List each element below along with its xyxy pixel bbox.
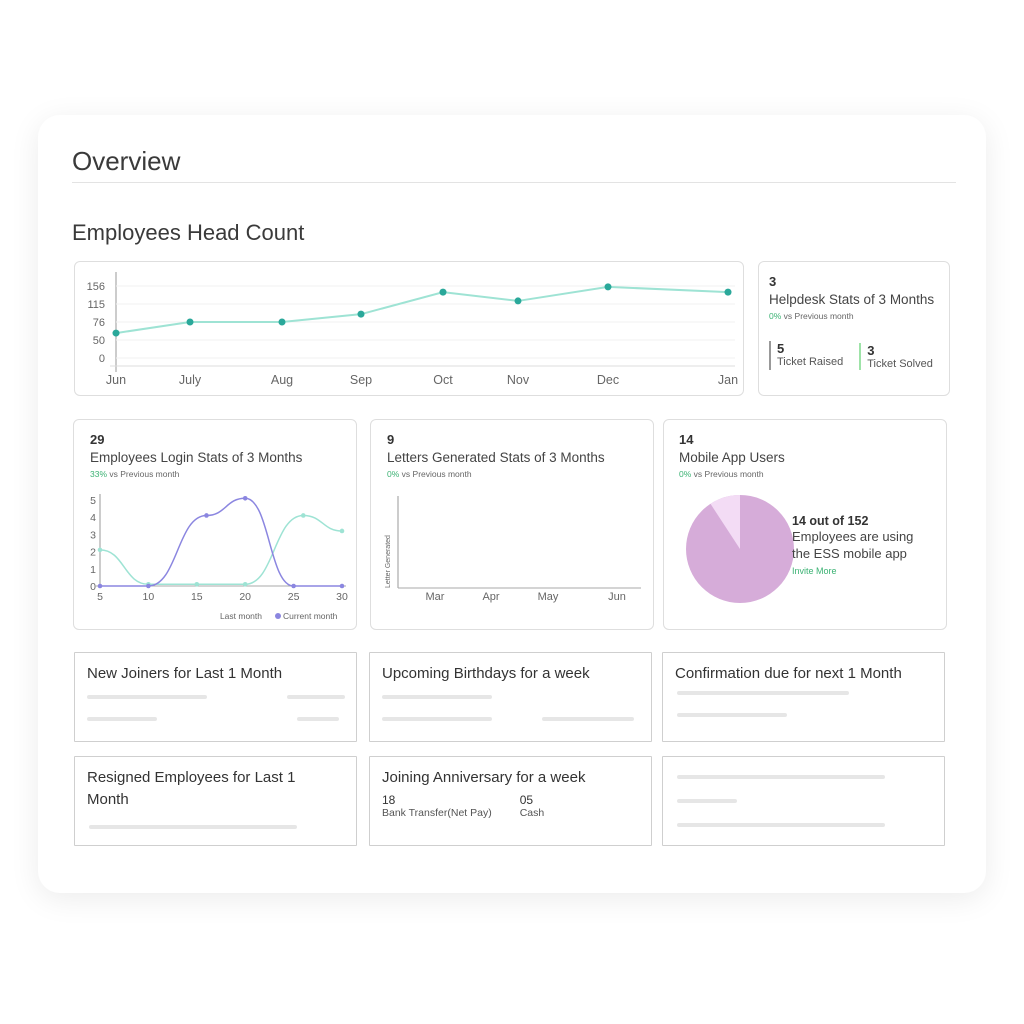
data-point xyxy=(204,513,209,518)
data-point xyxy=(194,581,200,587)
login-title: Employees Login Stats of 3 Months xyxy=(90,450,303,465)
placeholder-card xyxy=(662,756,945,846)
x-tick-label: Oct xyxy=(433,373,453,387)
letters-trend: 0% vs Previous month xyxy=(387,469,472,479)
x-tick-label: 5 xyxy=(97,591,103,603)
letters-card: 9 Letters Generated Stats of 3 Months 0%… xyxy=(370,419,654,630)
legend-current-month: Current month xyxy=(283,611,338,621)
data-point xyxy=(186,318,194,326)
helpdesk-title: Helpdesk Stats of 3 Months xyxy=(769,292,935,307)
mobile-pie-chart xyxy=(686,495,794,603)
data-point xyxy=(112,329,120,337)
letters-chart: Letter Generated Mar Apr May Jun xyxy=(385,496,641,603)
series-line xyxy=(99,497,342,587)
data-point xyxy=(439,288,447,296)
y-tick-label: 4 xyxy=(90,512,96,524)
x-tick-label: May xyxy=(538,591,559,603)
mobile-trend: 0% vs Previous month xyxy=(679,469,764,479)
x-tick-label: 30 xyxy=(336,591,348,603)
y-tick-label: 0 xyxy=(99,353,105,365)
helpdesk-count: 3 xyxy=(769,274,777,289)
y-tick-label: 50 xyxy=(93,335,105,347)
anniversary-card[interactable]: Joining Anniversary for a week 18 Bank Tr… xyxy=(369,756,652,846)
y-tick-label: 5 xyxy=(90,495,96,507)
data-point xyxy=(724,288,732,296)
x-tick-label: July xyxy=(179,373,202,387)
section-title: Employees Head Count xyxy=(72,220,305,245)
y-tick-label: 156 xyxy=(87,281,105,293)
data-point xyxy=(97,547,103,553)
invite-more-link[interactable]: Invite More xyxy=(792,566,837,576)
ticket-solved: 3 Ticket Solved xyxy=(859,343,933,370)
head-count-chart: 0 50 76 115 156 Jun July Aug Sep Oct Nov Dec Jan xyxy=(87,272,738,387)
x-tick-label: 20 xyxy=(239,591,251,603)
series-line xyxy=(99,514,343,586)
data-point xyxy=(242,581,248,587)
mobile-desc-2: the ESS mobile app xyxy=(792,546,907,561)
mobile-title: Mobile App Users xyxy=(679,450,785,465)
x-tick-label: Jan xyxy=(718,373,738,387)
legend-last-month: Last month xyxy=(220,611,262,621)
birthdays-card[interactable]: Upcoming Birthdays for a week xyxy=(369,652,652,742)
login-trend: 33% vs Previous month xyxy=(90,469,180,479)
confirmation-card[interactable]: Confirmation due for next 1 Month xyxy=(662,652,945,742)
head-count-line xyxy=(115,285,729,335)
data-point xyxy=(278,318,286,326)
page-title: Overview xyxy=(72,146,181,176)
resigned-card[interactable]: Resigned Employees for Last 1 Month xyxy=(74,756,357,846)
data-point xyxy=(97,583,103,589)
x-tick-label: Jun xyxy=(106,373,126,387)
data-point xyxy=(300,513,306,518)
head-count-chart-card: 0 50 76 115 156 Jun July Aug Sep Oct Nov Dec Jan xyxy=(74,261,744,396)
letters-title: Letters Generated Stats of 3 Months xyxy=(387,450,605,465)
x-tick-label: Jun xyxy=(608,591,626,603)
y-tick-label: 0 xyxy=(90,581,96,593)
data-point xyxy=(357,310,365,318)
confirmation-title: Confirmation due for next 1 Month xyxy=(675,665,902,682)
divider xyxy=(72,182,956,183)
y-tick-label: 1 xyxy=(90,564,96,576)
y-tick-label: 3 xyxy=(90,529,96,541)
x-tick-label: 25 xyxy=(288,591,300,603)
x-tick-label: Apr xyxy=(482,591,499,603)
x-tick-label: Nov xyxy=(507,373,530,387)
data-point xyxy=(514,297,522,305)
mobile-count: 14 xyxy=(679,432,694,447)
y-axis-label: Letter Generated xyxy=(385,535,392,588)
mobile-users-card: 14 Mobile App Users 0% vs Previous month… xyxy=(663,419,947,630)
y-tick-label: 115 xyxy=(87,299,105,311)
birthdays-title: Upcoming Birthdays for a week xyxy=(382,665,590,682)
letters-count: 9 xyxy=(387,432,395,447)
login-count: 29 xyxy=(90,432,105,447)
x-tick-label: Dec xyxy=(597,373,619,387)
y-tick-label: 76 xyxy=(93,317,105,329)
data-point xyxy=(146,583,151,589)
legend-marker xyxy=(275,613,281,619)
x-tick-label: 10 xyxy=(143,591,155,603)
x-tick-label: Sep xyxy=(350,373,372,387)
resigned-title: Resigned Employees for Last 1 Month xyxy=(87,769,296,808)
ticket-raised: 5 Ticket Raised xyxy=(769,341,843,370)
helpdesk-card[interactable]: 3 Helpdesk Stats of 3 Months 0% vs Previ… xyxy=(758,261,950,396)
pie-slice-app-users xyxy=(710,495,740,549)
data-point xyxy=(339,528,345,534)
helpdesk-trend: 0% vs Previous month xyxy=(769,311,854,321)
cash-stat: 05 Cash xyxy=(519,793,545,819)
anniversary-title: Joining Anniversary for a week xyxy=(382,769,586,786)
new-joiners-card[interactable]: New Joiners for Last 1 Month xyxy=(74,652,357,742)
x-tick-label: 15 xyxy=(191,591,203,603)
login-chart: 0 1 2 3 4 5 5 10 15 20 25 30 Last month Current month xyxy=(90,494,348,621)
data-point xyxy=(242,495,248,501)
data-point xyxy=(339,583,345,589)
data-point xyxy=(604,283,612,291)
x-tick-label: Aug xyxy=(271,373,293,387)
x-tick-label: Mar xyxy=(426,591,445,603)
mobile-desc: Employees are using xyxy=(792,529,914,544)
y-tick-label: 2 xyxy=(90,547,96,559)
bank-transfer-stat: 18 Bank Transfer(Net Pay) xyxy=(382,793,492,819)
login-stats-card: 29 Employees Login Stats of 3 Months 33%… xyxy=(73,419,357,630)
mobile-headline: 14 out of 152 xyxy=(792,514,869,528)
new-joiners-title: New Joiners for Last 1 Month xyxy=(87,665,283,682)
data-point xyxy=(291,583,296,589)
